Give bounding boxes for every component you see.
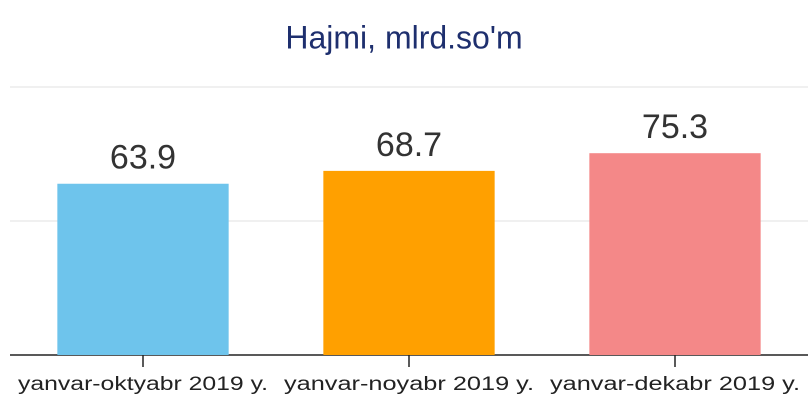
x-tick-label: yanvar-dekabr 2019 y. — [550, 374, 800, 395]
x-tick-label: yanvar-noyabr 2019 y. — [284, 374, 534, 395]
bar — [589, 153, 761, 355]
value-label: 68.7 — [376, 126, 442, 164]
value-label: 63.9 — [110, 139, 176, 177]
chart-title: Hajmi, mlrd.so'm — [285, 19, 522, 55]
value-label: 75.3 — [642, 108, 708, 146]
bar — [323, 170, 495, 355]
x-tick-label: yanvar-oktyabr 2019 y. — [18, 374, 268, 395]
bar — [57, 183, 229, 355]
